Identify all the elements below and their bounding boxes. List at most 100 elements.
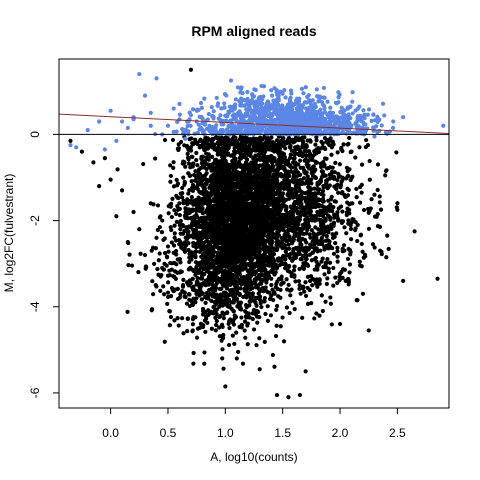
data-point-down (198, 137, 203, 142)
data-point-down (306, 263, 311, 268)
data-point-down (283, 266, 288, 271)
data-point-down (297, 186, 302, 191)
data-point-down (257, 297, 263, 303)
data-point-down (296, 231, 301, 236)
data-point-down (230, 236, 235, 241)
data-point-down (249, 256, 254, 261)
data-point-down (225, 310, 230, 315)
data-point-down (279, 198, 285, 203)
data-point-down (252, 207, 257, 212)
data-point-down (195, 326, 201, 331)
data-point-down (200, 281, 206, 286)
data-point-down (333, 275, 338, 280)
data-point-down (339, 145, 344, 150)
data-point-down (193, 300, 198, 305)
data-point-down (180, 231, 186, 236)
data-point-down (217, 159, 222, 164)
data-point-down (200, 324, 206, 330)
data-point-down (209, 265, 215, 270)
data-point-down (274, 182, 279, 187)
data-point-down (302, 168, 307, 173)
data-point-down (281, 164, 286, 169)
data-point-down (193, 233, 198, 239)
data-point-down (231, 322, 237, 327)
data-point-down (225, 208, 231, 213)
data-point-down (234, 275, 240, 280)
data-point-down (153, 156, 158, 161)
data-point-down (213, 315, 218, 320)
data-point-down (230, 174, 235, 179)
data-point-down (324, 281, 329, 287)
data-point-down (254, 248, 259, 253)
data-point-down (351, 217, 356, 222)
data-point-down (326, 230, 331, 235)
data-point-down (224, 139, 229, 145)
data-point-down (331, 205, 336, 210)
data-point-down (197, 167, 202, 172)
data-point-down (232, 201, 237, 206)
data-point-down (319, 139, 324, 144)
data-point-down (262, 154, 267, 160)
data-point-down (223, 282, 228, 287)
data-point-down (219, 218, 224, 223)
data-point-down (305, 201, 310, 206)
data-point-down (177, 295, 182, 300)
data-point-down (317, 281, 322, 286)
data-point-down (262, 230, 267, 235)
data-point-down (271, 297, 276, 303)
data-point-down (323, 173, 328, 178)
data-point-down (278, 206, 283, 211)
data-point-down (162, 250, 168, 256)
data-point-down (246, 240, 251, 245)
data-point-down (162, 339, 167, 344)
data-point-down (312, 316, 317, 321)
data-point-down (287, 246, 292, 251)
data-point-down (377, 200, 382, 205)
data-point-down (187, 173, 192, 179)
data-point-down (206, 276, 211, 281)
data-point-down (212, 157, 218, 163)
data-point-down (189, 179, 194, 184)
data-point-down (153, 246, 158, 251)
data-point-down (183, 164, 188, 169)
data-point-down (251, 261, 256, 266)
data-point-down (240, 248, 246, 253)
data-point-down (210, 187, 215, 193)
data-point-down (222, 171, 227, 176)
data-point-down (307, 151, 313, 156)
data-point-down (240, 187, 245, 192)
data-point-down (207, 244, 212, 250)
data-point-down (181, 175, 186, 180)
data-point-down (277, 226, 282, 231)
data-point-down (247, 294, 253, 300)
data-point-down (168, 179, 173, 184)
data-point-down (313, 233, 318, 238)
data-point-down (242, 214, 247, 219)
data-point-down (252, 277, 257, 282)
data-point-down (319, 293, 324, 298)
data-point-down (262, 211, 267, 216)
data-point-down (276, 256, 282, 261)
data-point-down (367, 177, 372, 182)
data-point-down (255, 225, 260, 230)
data-point-down (252, 281, 257, 286)
data-point-down (322, 272, 327, 277)
data-point-down (347, 135, 352, 141)
data-point-down (200, 240, 206, 246)
data-point-down (287, 187, 292, 192)
data-point-down (202, 350, 207, 355)
data-point-down (184, 225, 189, 230)
data-point-down (335, 177, 340, 183)
data-point-down (244, 305, 249, 310)
data-point-down (217, 211, 222, 216)
data-point-down (274, 242, 279, 248)
data-point-down (169, 214, 174, 220)
data-point-down (269, 165, 274, 171)
data-point-down (265, 143, 271, 148)
data-point-down (305, 224, 310, 229)
data-point-down (258, 289, 263, 294)
data-point-down (183, 206, 188, 211)
data-point-down (364, 137, 369, 143)
data-point-down (217, 304, 222, 309)
data-point-down (270, 231, 276, 236)
